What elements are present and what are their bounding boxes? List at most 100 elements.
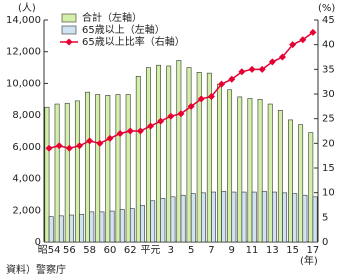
- x-tick-label: 56: [63, 245, 76, 256]
- bar: [190, 193, 196, 243]
- line-marker: [238, 68, 246, 76]
- bar: [200, 192, 206, 243]
- x-tick-label: 17: [307, 245, 320, 256]
- x-axis-label: (年): [300, 254, 318, 267]
- y2-tick-label: 40: [322, 40, 335, 51]
- bar: [145, 67, 151, 243]
- bar: [119, 209, 125, 243]
- line-marker: [197, 95, 205, 103]
- bar: [261, 190, 267, 243]
- line-marker: [278, 53, 286, 61]
- line-marker: [248, 65, 256, 73]
- line-marker: [218, 80, 226, 88]
- bar: [64, 102, 70, 243]
- bar: [186, 67, 192, 243]
- line-marker: [45, 144, 53, 152]
- bar: [206, 72, 212, 243]
- bar: [312, 196, 318, 243]
- bar: [48, 216, 54, 243]
- bar: [251, 191, 257, 243]
- bar: [237, 96, 243, 243]
- x-tick-label: 3: [168, 245, 174, 256]
- legend-label: 65歳以上（左軸）: [82, 23, 165, 36]
- bar: [277, 110, 283, 243]
- y-tick-label: 8,000: [12, 110, 41, 121]
- bar: [89, 211, 95, 243]
- bar: [160, 198, 166, 243]
- line-marker: [116, 129, 124, 137]
- line-marker: [76, 142, 84, 150]
- bar: [140, 205, 145, 243]
- bar: [69, 214, 74, 243]
- x-tick-label: 平元: [141, 245, 161, 256]
- legend-label: 65歳以上比率（右軸）: [82, 35, 185, 48]
- bar: [272, 191, 277, 243]
- bar: [292, 193, 298, 243]
- line-marker: [126, 127, 134, 135]
- bar: [58, 215, 64, 243]
- line-marker: [299, 36, 307, 44]
- line-marker: [55, 142, 63, 150]
- bar: [308, 132, 314, 243]
- y-tick-label: 14,000: [6, 15, 41, 26]
- bar: [150, 200, 156, 243]
- y2-tick-label: 15: [322, 163, 335, 174]
- source: 資料）警察庁: [6, 263, 66, 276]
- x-tick-label: 13: [266, 245, 279, 256]
- bar: [211, 191, 217, 243]
- bar: [54, 103, 60, 243]
- bar: [288, 119, 293, 243]
- line-marker: [136, 127, 144, 135]
- y2-axis-label: (%): [318, 3, 335, 14]
- bar: [109, 210, 115, 243]
- line-marker: [106, 134, 114, 142]
- legend-swatch: [65, 38, 73, 46]
- x-tick-label: 62: [124, 245, 137, 256]
- y-tick-label: 2,000: [12, 205, 41, 216]
- bar: [125, 94, 131, 243]
- bar: [231, 191, 237, 243]
- line-marker: [65, 144, 73, 152]
- y-axis-label: (人): [18, 2, 36, 14]
- bar: [241, 191, 247, 243]
- bar: [180, 194, 186, 243]
- y2-tick-label: 35: [322, 64, 335, 75]
- bar: [99, 211, 105, 243]
- x-tick-label: 5: [188, 245, 194, 256]
- bar: [44, 106, 50, 243]
- y-tick-label: 4,000: [12, 174, 41, 185]
- bar: [135, 75, 141, 243]
- x-tick-label: 7: [208, 245, 214, 256]
- line-marker: [147, 122, 155, 130]
- y2-tick-label: 45: [322, 15, 335, 26]
- line-marker: [309, 28, 317, 36]
- bar: [85, 91, 90, 243]
- bar: [221, 190, 227, 243]
- bar: [156, 64, 162, 243]
- y2-tick-label: 25: [322, 114, 335, 125]
- line-marker: [289, 41, 297, 49]
- bar: [105, 95, 111, 243]
- bar: [247, 98, 253, 243]
- legend-label: 合計（左軸）: [82, 11, 142, 24]
- y2-tick-label: 0: [322, 237, 328, 248]
- y2-tick-label: 10: [322, 188, 335, 199]
- bar: [267, 103, 273, 243]
- y-tick-label: 6,000: [12, 142, 41, 153]
- y2-tick-label: 20: [322, 138, 335, 149]
- line-marker: [177, 110, 185, 118]
- x-tick-label: 15: [286, 245, 299, 256]
- bar: [129, 208, 135, 243]
- bar: [217, 83, 222, 243]
- line-marker: [86, 137, 94, 145]
- x-tick-label: 60: [104, 245, 117, 256]
- bar: [282, 192, 288, 243]
- line-marker: [157, 117, 165, 125]
- line-marker: [96, 139, 104, 147]
- x-tick-label: 58: [83, 245, 96, 256]
- x-tick-label: 昭54: [38, 244, 61, 256]
- x-tick-label: 11: [246, 245, 259, 256]
- bar: [176, 60, 182, 243]
- y-tick-label: 0: [35, 237, 41, 248]
